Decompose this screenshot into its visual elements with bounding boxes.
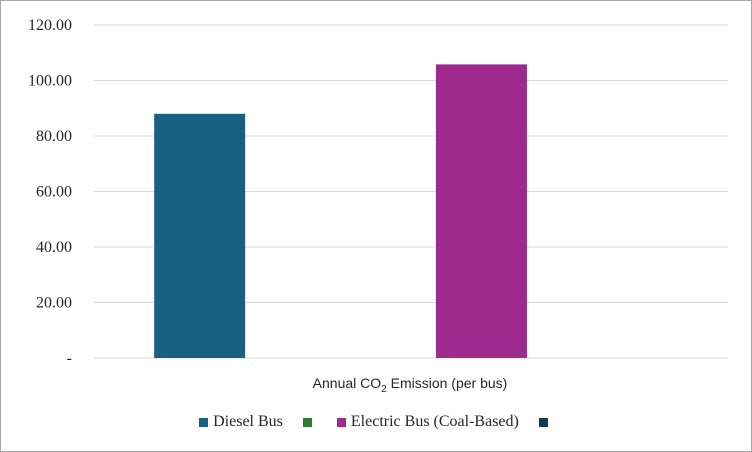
legend-swatch-navy <box>538 417 548 427</box>
legend: Diesel Bus Electric Bus (Coal-Based) <box>1 413 751 431</box>
y-tick-label: 100.00 <box>28 73 72 90</box>
bar-0 <box>154 113 246 358</box>
legend-label-electric: Electric Bus (Coal-Based) <box>350 413 519 430</box>
legend-item-diesel: Diesel Bus <box>199 413 283 431</box>
legend-item-green <box>302 417 317 427</box>
bars <box>154 64 527 358</box>
legend-label-diesel: Diesel Bus <box>213 413 283 430</box>
y-tick-label: 80.00 <box>36 128 72 145</box>
legend-swatch-electric <box>336 417 346 427</box>
bar-2 <box>435 64 527 358</box>
x-category-label-prefix: Annual CO <box>313 375 382 391</box>
y-axis-ticks: - 20.00 40.00 60.00 80.00 100.00 120.00 <box>28 17 72 367</box>
x-category-label: Annual CO2 Emission (per bus) <box>313 375 508 395</box>
x-category-label-subscript: 2 <box>381 384 387 395</box>
legend-swatch-diesel <box>199 417 209 427</box>
legend-swatch-green <box>302 417 312 427</box>
y-tick-label: 20.00 <box>36 295 72 312</box>
y-tick-label: 40.00 <box>36 239 72 256</box>
y-tick-label: - <box>67 350 72 367</box>
legend-item-navy <box>538 417 553 427</box>
x-category-label-suffix: Emission (per bus) <box>387 375 508 391</box>
y-tick-label: 60.00 <box>36 184 72 201</box>
legend-item-electric: Electric Bus (Coal-Based) <box>336 413 519 431</box>
y-tick-label: 120.00 <box>28 17 72 34</box>
